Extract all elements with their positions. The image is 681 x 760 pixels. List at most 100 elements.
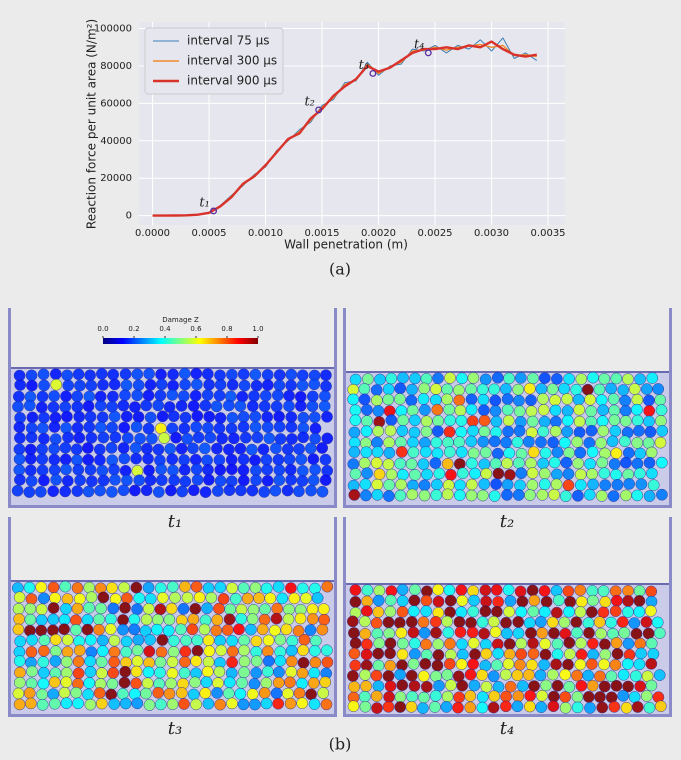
particle <box>432 595 445 608</box>
particle <box>270 400 283 413</box>
particle <box>38 634 51 647</box>
particle <box>585 424 598 437</box>
image-label: t₁ <box>168 511 182 532</box>
particle <box>395 446 408 458</box>
particle <box>370 690 383 702</box>
particle <box>292 625 305 637</box>
particle <box>453 489 466 502</box>
particle <box>526 479 539 491</box>
particle <box>370 617 383 629</box>
particle <box>294 612 307 625</box>
particle <box>527 372 539 385</box>
particle <box>269 484 282 497</box>
particle <box>597 585 610 597</box>
particle <box>525 394 537 407</box>
particle <box>490 415 503 428</box>
particle <box>320 698 333 711</box>
particle <box>574 658 587 671</box>
particle <box>26 379 38 392</box>
particle <box>394 489 407 502</box>
particle <box>525 457 537 470</box>
particle <box>605 382 617 395</box>
particle <box>559 668 572 681</box>
particle <box>25 646 38 658</box>
particle <box>13 443 26 456</box>
particle <box>634 447 647 460</box>
particle <box>36 443 48 455</box>
particle <box>361 584 374 597</box>
particle <box>256 623 269 636</box>
particle <box>84 698 97 711</box>
particle <box>158 432 171 444</box>
particle <box>492 467 505 480</box>
particle <box>347 458 360 470</box>
particle <box>646 467 658 480</box>
particle <box>611 647 624 660</box>
particle <box>573 403 586 416</box>
particle <box>83 677 96 689</box>
particle <box>273 666 285 679</box>
particle <box>131 389 144 402</box>
particle <box>538 658 550 671</box>
particle <box>272 676 285 689</box>
particle <box>237 421 250 433</box>
particle <box>210 400 223 413</box>
particle <box>372 594 385 607</box>
particle <box>372 647 385 660</box>
particle <box>441 615 453 628</box>
particle <box>131 655 144 668</box>
particle <box>581 383 594 396</box>
particle <box>370 669 383 682</box>
particle <box>211 614 224 626</box>
particle <box>143 645 156 658</box>
legend-label: interval 300 μs <box>187 54 277 68</box>
particle <box>59 441 72 454</box>
particle <box>558 382 571 395</box>
particle <box>130 665 143 678</box>
particle <box>634 467 646 480</box>
particle <box>552 594 565 607</box>
particle <box>258 687 271 699</box>
particle <box>117 399 130 412</box>
y-tick-label: 100000 <box>94 24 132 35</box>
particle <box>38 432 50 445</box>
particle <box>563 636 576 649</box>
particle <box>306 390 319 403</box>
particle <box>166 453 179 466</box>
particle <box>643 405 656 417</box>
particle <box>305 688 317 701</box>
particle <box>215 644 228 657</box>
particle <box>259 603 271 616</box>
particle <box>654 394 667 406</box>
particle <box>584 702 596 714</box>
particle <box>59 580 72 593</box>
particle <box>574 468 587 481</box>
particle <box>622 680 634 693</box>
particle <box>109 473 121 486</box>
particle <box>191 378 203 391</box>
colorbar <box>103 338 258 344</box>
particle <box>492 647 505 660</box>
particle <box>261 474 274 487</box>
particle <box>296 369 309 382</box>
particle <box>238 379 251 392</box>
particle <box>285 582 297 594</box>
particle <box>534 669 547 682</box>
particle <box>285 655 298 668</box>
container-wall <box>334 308 337 508</box>
particle <box>407 436 419 449</box>
particle <box>144 411 157 424</box>
particle <box>500 690 512 703</box>
particle <box>293 443 305 455</box>
particle <box>408 680 421 692</box>
particle <box>142 602 155 615</box>
particle <box>480 467 493 480</box>
particle <box>575 679 588 692</box>
particle <box>82 688 94 701</box>
particle <box>371 627 384 640</box>
particle <box>452 701 464 714</box>
y-tick-label: 20000 <box>100 173 132 184</box>
particle <box>430 383 442 395</box>
particle <box>443 426 456 438</box>
particle <box>12 400 24 413</box>
